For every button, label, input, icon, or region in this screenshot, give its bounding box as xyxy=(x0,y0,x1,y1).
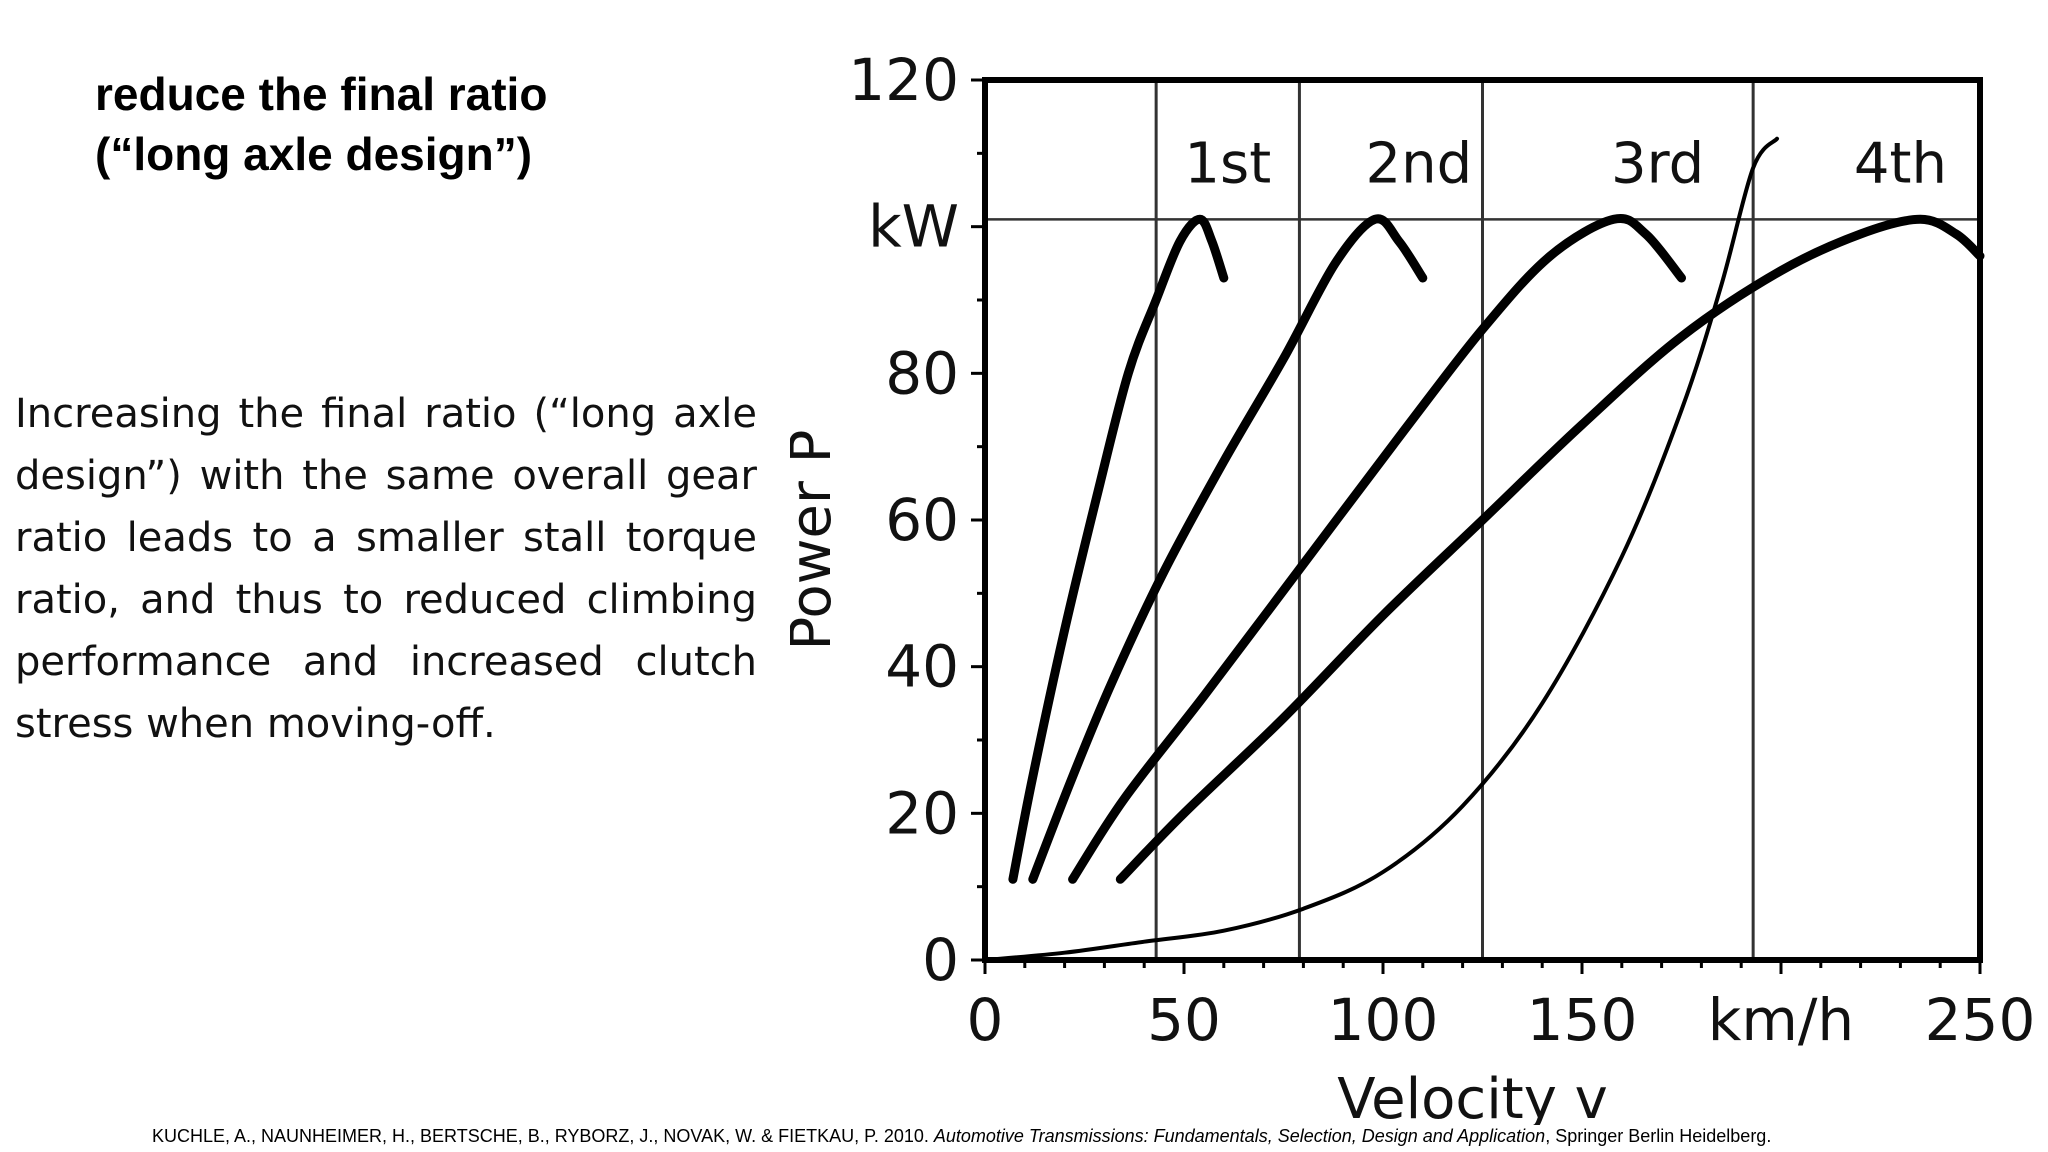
x-axis-title: Velocity v xyxy=(1337,1067,1608,1125)
x-tick-label-0: 0 xyxy=(967,986,1004,1054)
body-text: Increasing the final ratio (“long axle d… xyxy=(15,391,757,747)
series-label-1st: 1st xyxy=(1184,132,1271,197)
y-tick-label-5: kW xyxy=(868,193,959,261)
y-tick-label-6: 120 xyxy=(848,46,959,114)
y-axis-title: Power P xyxy=(790,430,844,651)
series-label-2nd: 2nd xyxy=(1365,132,1472,197)
series-line-2nd xyxy=(1028,214,1428,884)
power-velocity-chart: 1st 2nd 3rd 4th 0 20 40 60 80 kW 120 0 50 100 150 km/h 2… xyxy=(790,46,2035,1125)
chart-series xyxy=(983,136,1985,962)
x-tick-label-3: 150 xyxy=(1527,986,1638,1054)
x-tick-label-1: 50 xyxy=(1147,986,1221,1054)
chart-grid xyxy=(985,80,1980,960)
series-label-3rd: 3rd xyxy=(1611,132,1704,197)
series-line-resistance xyxy=(983,136,1779,962)
slide-title-line-1: reduce the final ratio xyxy=(95,68,548,120)
citation: KUCHLE, A., NAUNHEIMER, H., BERTSCHE, B.… xyxy=(152,1126,1952,1147)
series-line-3rd xyxy=(1068,214,1686,884)
x-tick-label-5: 250 xyxy=(1925,986,2036,1054)
chart-frame xyxy=(971,77,1983,974)
y-tick-label-1: 20 xyxy=(885,779,959,847)
x-tick-label-2: 100 xyxy=(1328,986,1439,1054)
slide-title: reduce the final ratio (“long axle desig… xyxy=(95,64,795,184)
series-line-4th xyxy=(1115,214,1985,884)
citation-authors: KUCHLE, A., NAUNHEIMER, H., BERTSCHE, B.… xyxy=(152,1126,929,1146)
chart-labels: 1st 2nd 3rd 4th 0 20 40 60 80 kW 120 0 50 100 150 km/h 2… xyxy=(790,46,2035,1125)
y-tick-label-0: 0 xyxy=(922,926,959,994)
series-line-1st xyxy=(1008,214,1229,884)
citation-publisher: , Springer Berlin Heidelberg. xyxy=(1545,1126,1772,1146)
slide-title-line-2: (“long axle design”) xyxy=(95,128,533,180)
citation-book-title: Automotive Transmissions: Fundamentals, … xyxy=(933,1126,1546,1146)
series-label-4th: 4th xyxy=(1854,132,1947,197)
y-tick-label-4: 80 xyxy=(885,339,959,407)
y-tick-label-3: 60 xyxy=(885,486,959,554)
x-tick-label-4: km/h xyxy=(1708,986,1854,1054)
y-tick-label-2: 40 xyxy=(885,633,959,701)
